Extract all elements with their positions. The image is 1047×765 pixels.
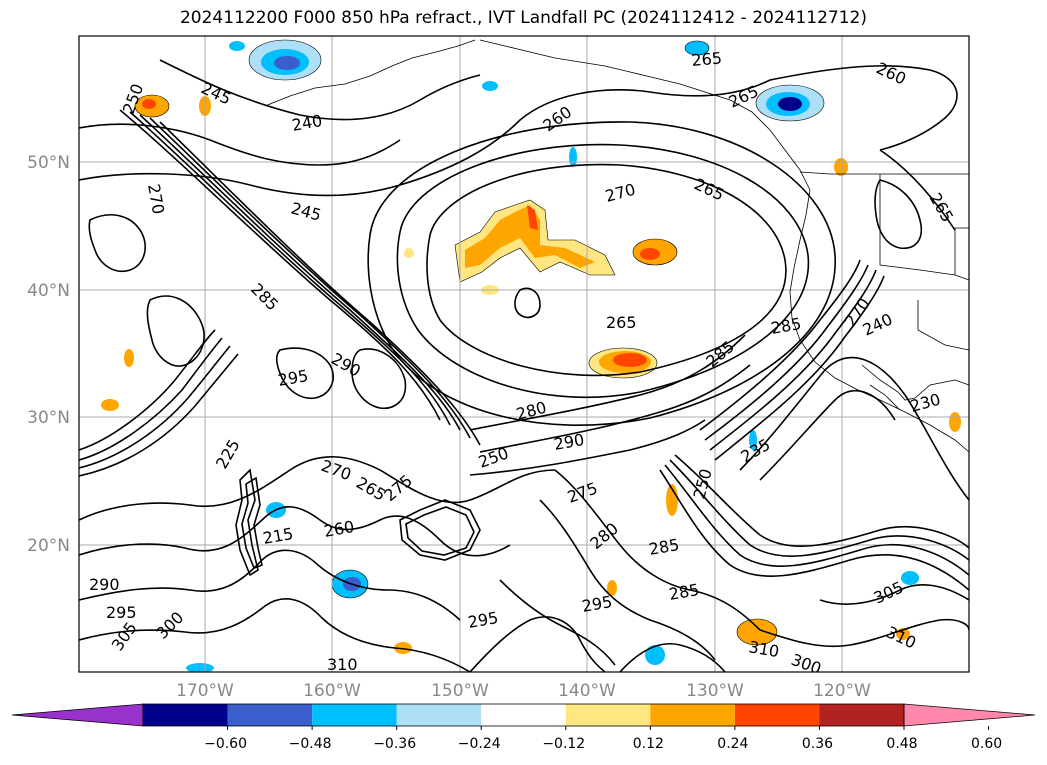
colorbar-tick-label: −0.24 xyxy=(458,736,501,752)
colorbar-segment xyxy=(312,704,397,726)
lat-labels: 50°N 40°N 30°N 20°N xyxy=(27,153,70,556)
coastlines xyxy=(264,39,969,453)
contour-labels: 245 240 250 270 245 260 265 265 265 260 … xyxy=(89,48,957,674)
colorbar-segment xyxy=(819,704,904,726)
contour-label: 290 xyxy=(89,575,120,594)
colorbar-segment xyxy=(481,704,566,726)
lat-label-50n: 50°N xyxy=(27,153,70,173)
colorbar-tick-label: −0.60 xyxy=(204,736,247,752)
colorbar-segment xyxy=(734,704,820,726)
contour-label: 295 xyxy=(106,603,137,622)
lon-label-130w: 130°W xyxy=(686,681,744,701)
map-frame xyxy=(78,35,970,673)
colorbar-tick-label: 0.60 xyxy=(971,736,1002,752)
contour-label: 265 xyxy=(606,313,637,332)
colorbar-tick-label: 0.36 xyxy=(802,736,833,752)
colorbar-segment xyxy=(650,704,735,726)
contour-label: 265 xyxy=(691,48,723,70)
refractivity-contours xyxy=(79,59,969,672)
colorbar-tick-label: 0.24 xyxy=(717,736,748,752)
lon-label-170w: 170°W xyxy=(176,681,234,701)
colorbar: −0.60 −0.48 −0.36 −0.24 −0.12 0.12 0.24 0.36 0.4… xyxy=(11,703,1036,752)
lat-label-20n: 20°N xyxy=(27,536,70,556)
colorbar-extend-low xyxy=(11,703,144,727)
colorbar-tick-label: −0.36 xyxy=(373,736,416,752)
colorbar-tick-label: −0.12 xyxy=(542,736,585,752)
lon-label-160w: 160°W xyxy=(303,681,361,701)
colorbar-outline xyxy=(142,703,905,727)
lat-label-30n: 30°N xyxy=(27,408,70,428)
lon-label-140w: 140°W xyxy=(558,681,616,701)
contour-label: 310 xyxy=(327,655,358,674)
colorbar-tick-label: 0.12 xyxy=(633,736,664,752)
map-panel: 245 240 250 270 245 260 265 265 265 260 … xyxy=(79,36,969,674)
colorbar-extend-high xyxy=(903,703,1036,727)
colorbar-tick-label: −0.48 xyxy=(289,736,332,752)
colorbar-tick-label: 0.48 xyxy=(886,736,917,752)
chart-title: 2024112200 F000 850 hPa refract., IVT La… xyxy=(179,8,867,28)
lon-label-150w: 150°W xyxy=(431,681,489,701)
colorbar-segment xyxy=(143,704,228,726)
colorbar-segment xyxy=(565,704,651,726)
colorbar-segment xyxy=(227,704,313,726)
lon-label-120w: 120°W xyxy=(813,681,871,701)
lat-label-40n: 40°N xyxy=(27,281,70,301)
colorbar-segment xyxy=(396,704,482,726)
lon-labels: 170°W 160°W 150°W 140°W 130°W 120°W xyxy=(176,681,871,701)
shaded-anomalies xyxy=(101,39,961,672)
